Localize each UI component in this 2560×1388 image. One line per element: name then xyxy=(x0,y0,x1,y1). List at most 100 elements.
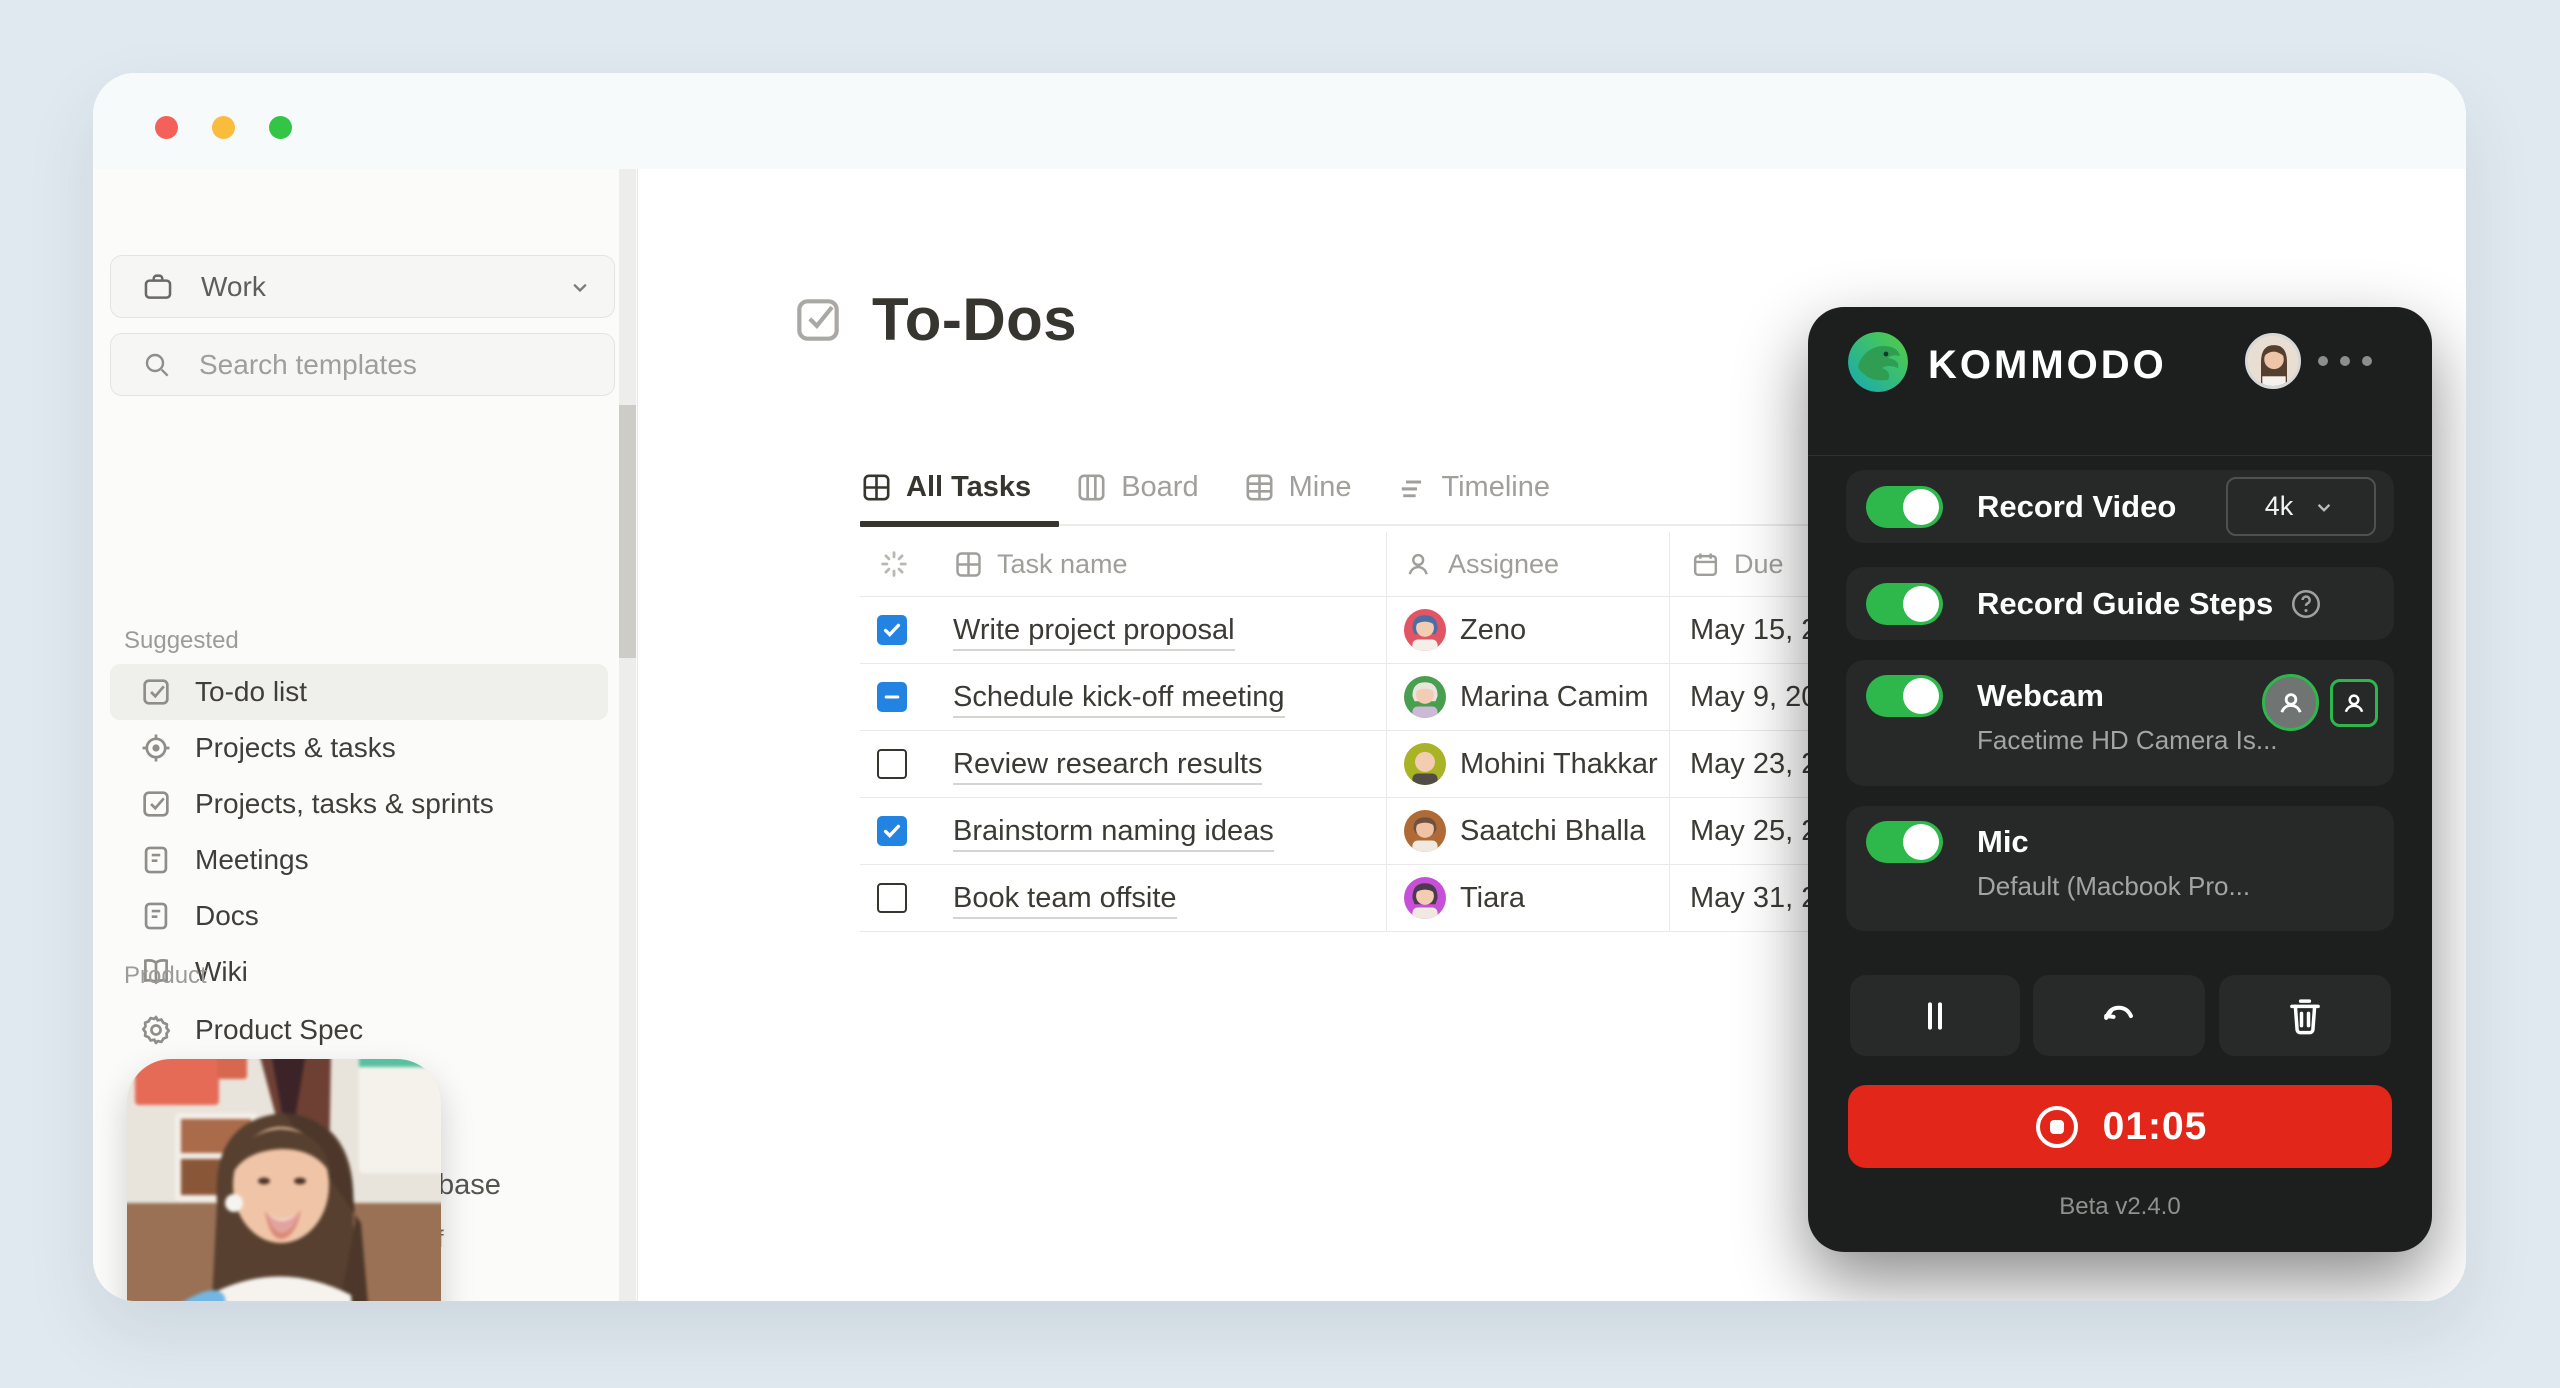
resolution-select[interactable]: 4k xyxy=(2226,477,2376,536)
mic-device: Default (Macbook Pro... xyxy=(1977,871,2251,901)
brand-name: KOMMODO xyxy=(1928,343,2167,387)
record-video-toggle[interactable] xyxy=(1866,485,1943,528)
minimize-button[interactable] xyxy=(212,116,235,139)
document-icon xyxy=(139,843,173,877)
webcam-video-frame xyxy=(127,1059,441,1301)
record-guide-steps-toggle[interactable] xyxy=(1866,582,1943,625)
table-header: Task name Assignee Due xyxy=(860,532,1903,596)
table-row: Brainstorm naming ideas Saatchi Bhalla M… xyxy=(860,797,1903,864)
table-row: Schedule kick-off meeting Marina Camim M… xyxy=(860,663,1903,730)
tab-timeline[interactable]: Timeline xyxy=(1395,471,1550,504)
sidebar-item-wiki[interactable]: Wiki xyxy=(110,944,608,1000)
search-placeholder: Search templates xyxy=(199,348,417,380)
assignee-name: Zeno xyxy=(1460,613,1527,646)
assignee-avatar xyxy=(1404,810,1446,852)
record-guide-steps-row: Record Guide Steps xyxy=(1846,567,2394,640)
sidebar: Templates Work xyxy=(93,169,638,1301)
sidebar-item-projects-tasks[interactable]: Projects & tasks xyxy=(110,720,608,776)
todo-page-icon xyxy=(790,292,846,348)
column-header-due[interactable]: Due xyxy=(1669,532,1903,596)
recording-timer: 01:05 xyxy=(2102,1104,2208,1148)
webcam-label: Webcam xyxy=(1977,678,2104,713)
task-link[interactable]: Brainstorm naming ideas xyxy=(953,814,1274,852)
close-button[interactable] xyxy=(155,116,178,139)
task-checkbox[interactable] xyxy=(877,682,907,712)
record-video-row: Record Video 4k xyxy=(1846,470,2394,543)
document-icon xyxy=(139,899,173,933)
section-label-product: Product xyxy=(124,962,207,989)
webcam-device: Facetime HD Camera Is... xyxy=(1977,725,2278,755)
webcam-shape-circle-button[interactable] xyxy=(2262,674,2319,731)
pause-icon xyxy=(1915,996,1955,1036)
user-avatar[interactable] xyxy=(2245,333,2301,389)
task-link[interactable]: Schedule kick-off meeting xyxy=(953,680,1285,718)
column-header-task-name[interactable]: Task name xyxy=(953,549,1386,580)
help-icon[interactable] xyxy=(2289,587,2323,621)
zoom-button[interactable] xyxy=(269,116,292,139)
assignee-name: Tiara xyxy=(1460,881,1525,914)
sidebar-item-meetings[interactable]: Meetings xyxy=(110,832,608,888)
chevron-down-icon xyxy=(566,273,594,301)
mic-row: Mic Default (Macbook Pro... xyxy=(1846,806,2394,931)
trash-icon xyxy=(2284,995,2326,1037)
product-list: Product Spec xyxy=(110,1002,608,1058)
record-video-label: Record Video xyxy=(1977,488,2177,524)
undo-icon xyxy=(2097,994,2141,1038)
assignee-name: Saatchi Bhalla xyxy=(1460,814,1646,847)
kommodo-logo-icon xyxy=(1848,332,1908,392)
pause-button[interactable] xyxy=(1850,975,2020,1056)
board-icon xyxy=(1075,471,1108,504)
record-guide-steps-label: Record Guide Steps xyxy=(1977,585,2274,621)
stop-icon xyxy=(2033,1103,2081,1151)
webcam-preview[interactable] xyxy=(127,1059,441,1301)
tab-all-tasks[interactable]: All Tasks xyxy=(860,471,1060,527)
recorder-panel: KOMMODO Record Video 4k xyxy=(1808,307,2432,1252)
assignee-name: Mohini Thakkar xyxy=(1460,747,1658,780)
delete-button[interactable] xyxy=(2219,975,2391,1056)
titlebar xyxy=(93,73,2466,169)
chevron-down-icon xyxy=(2311,494,2337,520)
search-input[interactable]: Search templates xyxy=(110,333,615,396)
task-link[interactable]: Review research results xyxy=(953,747,1263,785)
stop-recording-button[interactable]: 01:05 xyxy=(1848,1085,2392,1168)
mic-toggle[interactable] xyxy=(1866,821,1943,863)
undo-button[interactable] xyxy=(2033,975,2205,1056)
tasks-table: Task name Assignee Due xyxy=(860,532,1903,932)
assignee-avatar xyxy=(1404,609,1446,651)
sidebar-scrollbar-thumb[interactable] xyxy=(619,405,636,658)
more-menu-button[interactable] xyxy=(2314,333,2376,389)
column-header-assignee[interactable]: Assignee xyxy=(1386,532,1669,596)
task-link[interactable]: Book team offsite xyxy=(953,881,1177,919)
tab-board[interactable]: Board xyxy=(1075,471,1199,504)
task-link[interactable]: Write project proposal xyxy=(953,613,1235,651)
calendar-icon xyxy=(1690,549,1721,580)
tab-mine[interactable]: Mine xyxy=(1243,471,1351,504)
grid-icon xyxy=(1243,471,1276,504)
table-row: Book team offsite Tiara May 31, 2023 xyxy=(860,864,1903,932)
sidebar-item-projects-tasks-sprints[interactable]: Projects, tasks & sprints xyxy=(110,776,608,832)
app-window: Templates Work xyxy=(93,73,2466,1301)
workspace-label: Work xyxy=(201,270,266,302)
assignee-avatar xyxy=(1404,877,1446,919)
task-checkbox[interactable] xyxy=(877,816,907,846)
webcam-toggle[interactable] xyxy=(1866,675,1943,717)
sidebar-item-todo-list[interactable]: To-do list xyxy=(110,664,608,720)
task-checkbox[interactable] xyxy=(877,615,907,645)
webcam-row: Webcam Facetime HD Camera Is... xyxy=(1846,660,2394,786)
sidebar-scrollbar-track[interactable] xyxy=(619,169,636,1301)
table-row: Write project proposal Zeno May 15, 2023 xyxy=(860,596,1903,663)
checkbox-icon xyxy=(139,675,173,709)
webcam-shape-square-button[interactable] xyxy=(2330,678,2378,727)
mic-label: Mic xyxy=(1977,824,2029,859)
task-checkbox[interactable] xyxy=(877,883,907,913)
assignee-name: Marina Camim xyxy=(1460,680,1649,713)
sidebar-item-docs[interactable]: Docs xyxy=(110,888,608,944)
workspace-selector[interactable]: Work xyxy=(110,255,615,318)
task-checkbox[interactable] xyxy=(877,749,907,779)
grid-icon xyxy=(860,471,893,504)
briefcase-icon xyxy=(141,270,175,304)
grid-icon xyxy=(953,549,984,580)
book-icon xyxy=(139,955,173,989)
sidebar-item-product-spec[interactable]: Product Spec xyxy=(110,1002,608,1058)
person-icon xyxy=(1404,549,1435,580)
